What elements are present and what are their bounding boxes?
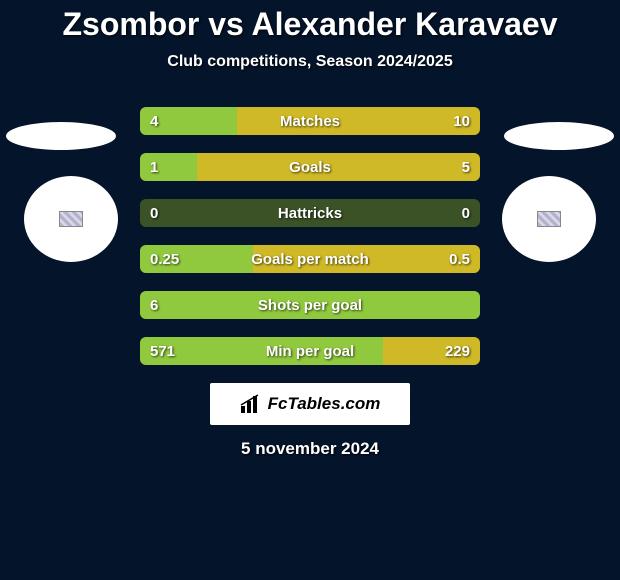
player-right-flag-circle <box>502 176 596 262</box>
brand-text: FcTables.com <box>268 394 381 414</box>
flag-icon <box>537 211 561 227</box>
player-left-flag-circle <box>24 176 118 262</box>
stats-bar-chart: 410Matches 15Goals 00Hattricks 0.250.5Goals… <box>140 107 480 365</box>
stat-row: 15Goals <box>140 153 480 181</box>
stat-label: Hattricks <box>140 199 480 227</box>
stat-row: 410Matches <box>140 107 480 135</box>
stat-label: Goals per match <box>140 245 480 273</box>
stat-row: 6Shots per goal <box>140 291 480 319</box>
brand-badge: FcTables.com <box>210 383 410 425</box>
stat-label: Min per goal <box>140 337 480 365</box>
stat-label: Goals <box>140 153 480 181</box>
stat-row: 571229Min per goal <box>140 337 480 365</box>
stat-label: Matches <box>140 107 480 135</box>
comparison-subtitle: Club competitions, Season 2024/2025 <box>0 53 620 71</box>
stat-label: Shots per goal <box>140 291 480 319</box>
player-right-team-ellipse <box>504 122 614 150</box>
bars-logo-icon <box>240 394 262 414</box>
player-left-team-ellipse <box>6 122 116 150</box>
stat-row: 0.250.5Goals per match <box>140 245 480 273</box>
flag-icon <box>59 211 83 227</box>
comparison-title: Zsombor vs Alexander Karavaev <box>0 6 620 43</box>
snapshot-date: 5 november 2024 <box>0 439 620 459</box>
stat-row: 00Hattricks <box>140 199 480 227</box>
